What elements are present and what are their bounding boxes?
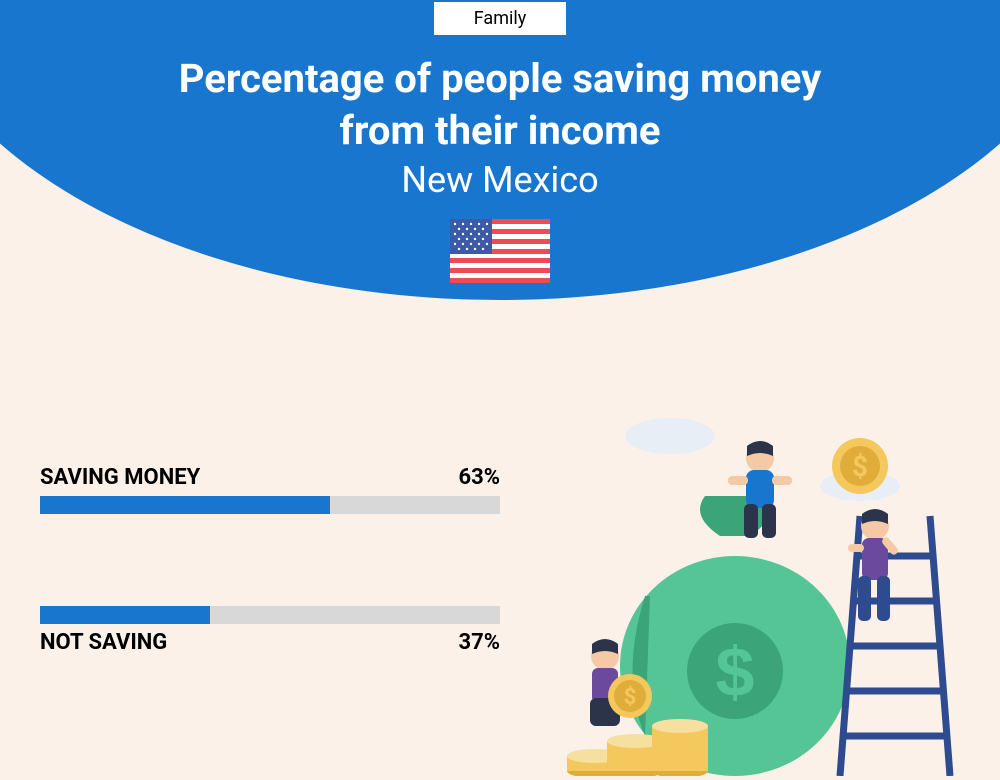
bar-fill: [40, 606, 210, 624]
bar-value: 37%: [458, 630, 500, 655]
main-title: Percentage of people saving money from t…: [0, 53, 1000, 157]
title-line-1: Percentage of people saving money: [179, 55, 822, 102]
bar-header: SAVING MONEY 63%: [40, 465, 500, 490]
header-content: Family Percentage of people saving money…: [0, 0, 1000, 287]
svg-text:$: $: [852, 450, 868, 483]
bar-label: SAVING MONEY: [40, 465, 200, 490]
person-ladder-icon: $: [832, 438, 899, 621]
money-illustration: $ $: [550, 396, 970, 776]
bar-not-saving: NOT SAVING 37%: [40, 606, 500, 655]
bars-section: SAVING MONEY 63% NOT SAVING 37%: [40, 465, 500, 747]
svg-text:$: $: [716, 633, 755, 711]
us-flag-icon: [450, 219, 550, 283]
svg-text:$: $: [624, 685, 637, 710]
bar-value: 63%: [458, 465, 500, 490]
ladder-icon: [840, 516, 950, 776]
bar-fill: [40, 496, 330, 514]
category-badge: Family: [434, 2, 567, 35]
bar-track: [40, 606, 500, 624]
bar-label: NOT SAVING: [40, 630, 167, 655]
coin-stack-icon: [567, 719, 708, 776]
subtitle: New Mexico: [0, 159, 1000, 201]
bar-saving-money: SAVING MONEY 63%: [40, 465, 500, 514]
bar-track: [40, 496, 500, 514]
bar-header: NOT SAVING 37%: [40, 630, 500, 655]
title-line-2: from their income: [340, 107, 661, 154]
